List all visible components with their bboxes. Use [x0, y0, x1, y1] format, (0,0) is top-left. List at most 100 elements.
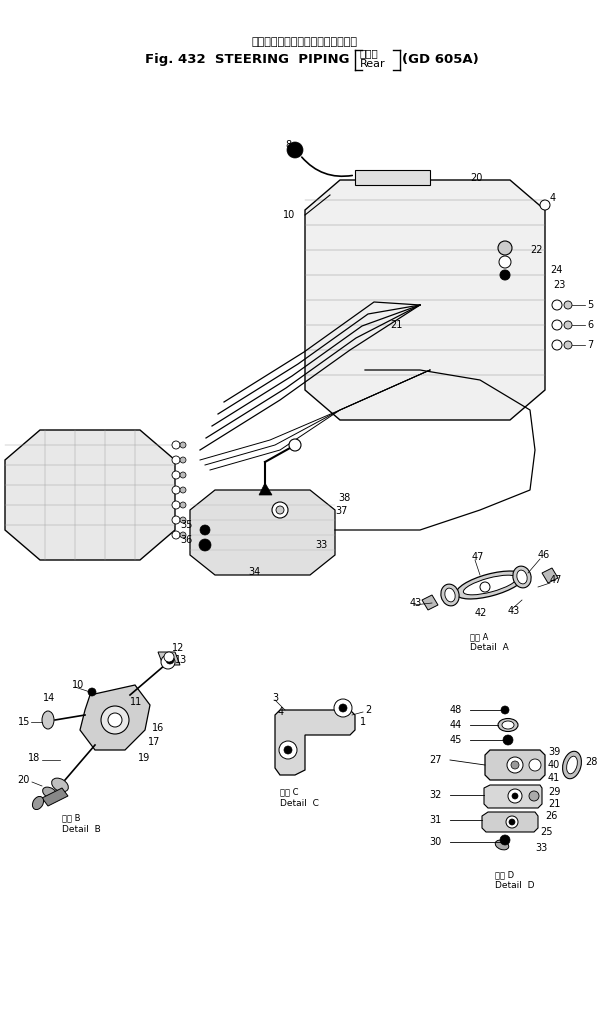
Polygon shape [485, 750, 545, 780]
Text: Detail  D: Detail D [495, 881, 535, 890]
Text: 18: 18 [28, 753, 40, 763]
Circle shape [284, 746, 292, 754]
Circle shape [540, 200, 550, 210]
Text: 20: 20 [470, 173, 482, 183]
Ellipse shape [498, 719, 518, 731]
Text: 21: 21 [390, 320, 403, 330]
Circle shape [172, 501, 180, 509]
Polygon shape [158, 652, 180, 665]
Circle shape [108, 713, 122, 727]
Circle shape [552, 300, 562, 310]
Ellipse shape [463, 575, 516, 595]
Circle shape [180, 532, 186, 538]
Circle shape [161, 655, 175, 669]
Polygon shape [482, 812, 538, 832]
Circle shape [498, 241, 512, 255]
Text: 45: 45 [449, 735, 462, 745]
Circle shape [500, 835, 510, 845]
Text: 38: 38 [338, 493, 350, 503]
Circle shape [529, 759, 541, 771]
Text: 2: 2 [365, 705, 371, 715]
Text: 12: 12 [172, 643, 185, 653]
Circle shape [503, 735, 513, 745]
Circle shape [334, 699, 352, 717]
Ellipse shape [566, 756, 577, 774]
Circle shape [564, 301, 572, 309]
Circle shape [180, 487, 186, 493]
Text: 図示 D: 図示 D [495, 870, 514, 879]
Circle shape [289, 439, 301, 451]
Text: 3: 3 [272, 693, 278, 703]
Text: 46: 46 [538, 550, 551, 560]
Text: 48: 48 [450, 705, 462, 715]
Circle shape [172, 441, 180, 449]
Text: 41: 41 [548, 773, 560, 783]
Text: 30: 30 [430, 837, 442, 847]
Circle shape [511, 760, 519, 769]
Circle shape [180, 502, 186, 508]
Text: 図示 A: 図示 A [470, 633, 488, 642]
Text: Detail  A: Detail A [470, 644, 509, 652]
Circle shape [529, 791, 539, 801]
Circle shape [506, 816, 518, 828]
Ellipse shape [42, 711, 54, 729]
Ellipse shape [441, 584, 459, 606]
Ellipse shape [43, 787, 57, 799]
Text: 10: 10 [283, 210, 295, 220]
Text: 29: 29 [548, 787, 560, 797]
Circle shape [512, 793, 518, 799]
Text: 32: 32 [429, 790, 442, 800]
Text: 39: 39 [548, 747, 560, 757]
Polygon shape [259, 483, 272, 495]
Text: 27: 27 [429, 755, 442, 765]
Circle shape [339, 704, 347, 712]
Circle shape [564, 321, 572, 329]
Text: 44: 44 [450, 720, 462, 730]
Circle shape [172, 531, 180, 539]
Text: 図示 C: 図示 C [280, 788, 298, 797]
Text: 20: 20 [18, 775, 30, 785]
Text: 35: 35 [181, 520, 193, 530]
Text: 8: 8 [285, 140, 291, 150]
Text: 33: 33 [315, 540, 327, 550]
Text: 24: 24 [550, 265, 562, 275]
Circle shape [272, 502, 288, 518]
Text: 37: 37 [335, 506, 347, 516]
Ellipse shape [52, 778, 68, 792]
Circle shape [180, 517, 186, 523]
Text: 図示 B: 図示 B [62, 813, 80, 822]
Text: Rear: Rear [360, 59, 385, 69]
Text: ステアリング　パイピング（リヤー: ステアリング パイピング（リヤー [252, 37, 358, 47]
Ellipse shape [456, 571, 524, 599]
Circle shape [88, 689, 96, 696]
Text: 17: 17 [148, 737, 160, 747]
Circle shape [172, 470, 180, 479]
Ellipse shape [517, 570, 527, 584]
Text: 47: 47 [550, 575, 562, 585]
Polygon shape [305, 180, 545, 420]
Text: 43: 43 [508, 606, 520, 615]
Circle shape [552, 320, 562, 330]
Text: 23: 23 [553, 280, 565, 290]
Ellipse shape [502, 721, 514, 729]
Circle shape [180, 442, 186, 448]
Text: 15: 15 [18, 717, 30, 727]
Text: 33: 33 [535, 843, 547, 853]
Text: 1: 1 [360, 717, 366, 727]
Polygon shape [422, 595, 438, 610]
Text: Fig. 432  STEERING  PIPING: Fig. 432 STEERING PIPING [145, 54, 350, 67]
Text: 7: 7 [587, 340, 593, 350]
Polygon shape [484, 785, 542, 808]
Circle shape [480, 582, 490, 592]
Text: 22: 22 [530, 245, 543, 255]
Ellipse shape [563, 751, 582, 779]
Circle shape [172, 456, 180, 464]
Text: 19: 19 [138, 753, 150, 763]
Text: 4: 4 [550, 193, 556, 203]
Circle shape [276, 506, 284, 514]
Text: 40: 40 [548, 760, 560, 770]
Polygon shape [42, 788, 68, 806]
Text: 47: 47 [472, 552, 484, 562]
Circle shape [509, 819, 515, 825]
Text: 13: 13 [175, 655, 187, 665]
